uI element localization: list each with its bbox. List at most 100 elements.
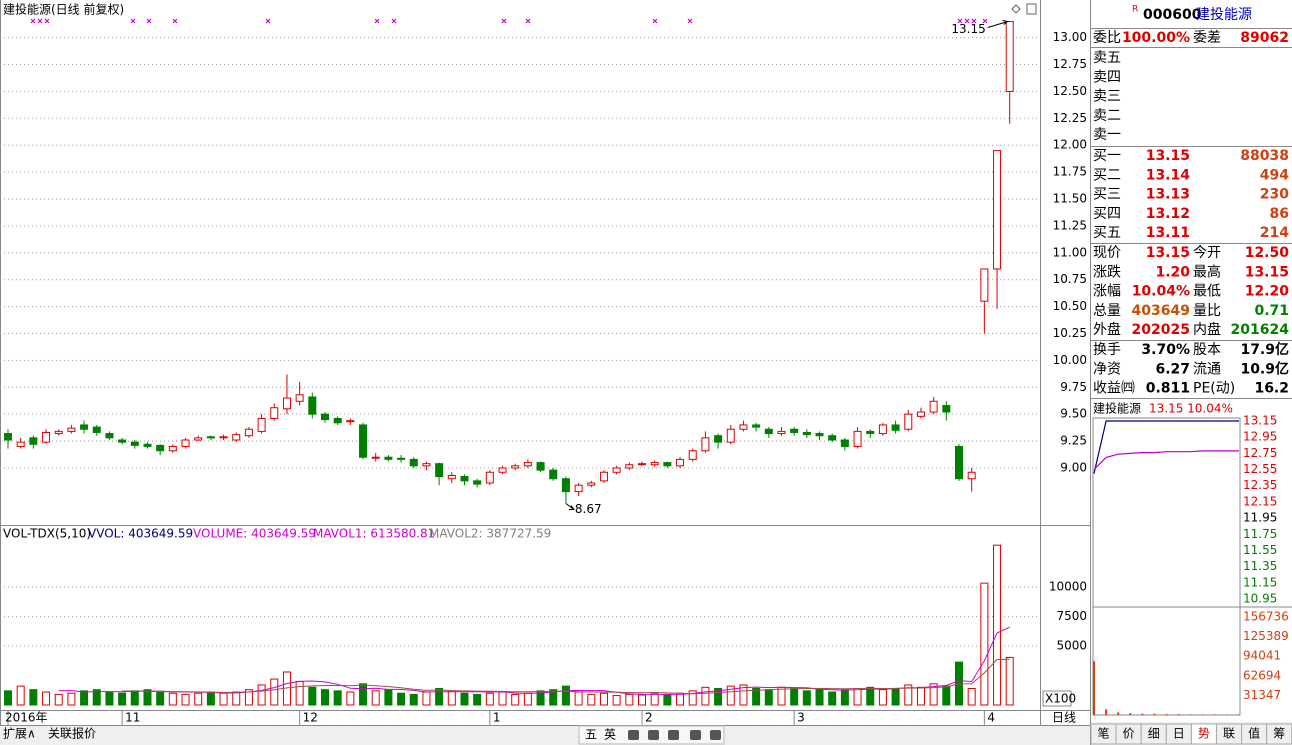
value: 流通 [1193,361,1221,377]
candle-body [574,484,583,493]
info-marker [30,18,36,24]
volume-legend: VOLUME: 403649.59 [193,527,316,541]
candle-body [764,428,773,435]
candle-body [790,428,799,433]
volume-bar [333,690,342,706]
intraday-tick-label: 12.15 [1243,494,1277,508]
volume-bar [143,689,152,706]
intraday-tick-label: 12.55 [1243,462,1277,476]
value: 86 [1270,206,1289,222]
x-tick-label: 1 [493,711,501,725]
flag: R [1132,5,1138,15]
volume-bar [4,690,12,706]
volume-bar [54,693,63,706]
value: 最高 [1193,263,1221,280]
label: 换手 [1093,341,1121,358]
volume-bar [587,693,596,706]
candle-body [714,435,723,443]
y-tick-label: 11.50 [1053,192,1087,206]
info-marker [687,18,693,24]
label: 收益㈣ [1093,381,1135,397]
tab-label[interactable]: 笔 [1097,726,1109,741]
candle-body [980,268,989,302]
info-marker [172,18,178,24]
candle-body [916,411,925,417]
volume-bar [916,686,925,706]
intraday-tick-label: 11.95 [1243,511,1277,525]
label: 总量 [1093,303,1121,319]
volume-bar [92,689,101,706]
stock-name: 建投能源 [1196,7,1252,23]
tab-label[interactable]: 势 [1198,727,1210,741]
volume-bar [549,689,558,706]
volume-bar [701,686,710,706]
volume-legend: VOL-TDX(5,10) [3,527,91,541]
tab-label[interactable]: 筹 [1273,727,1285,741]
candle-body [42,431,51,443]
bottom-tab[interactable]: 扩展∧ [3,727,36,741]
value: 88038 [1240,148,1289,164]
high-label: 13.15 [951,22,985,36]
tab-label[interactable]: 价 [1123,727,1135,741]
candle-body [371,456,380,459]
value: 403649 [1132,303,1190,319]
volume-bar [485,692,494,706]
toolbar-icon[interactable] [710,730,721,740]
value: 0.811 [1146,381,1190,397]
candle-body [726,428,735,443]
volume-bar [612,695,621,706]
volume-bar [295,680,304,706]
volume-bar [473,693,482,706]
candle-body [701,437,710,452]
candle-body [891,424,900,431]
label: 买一 [1093,148,1121,164]
x-tick-label: 4 [987,711,995,725]
candle-body [257,417,266,432]
volume-bar [790,688,799,706]
info-marker [391,18,397,24]
volume-bar [257,684,266,706]
volume-bar [523,692,532,706]
volume-bar [815,689,824,706]
candle-body [270,407,279,419]
chart-title: 建投能源(日线 前复权) [3,2,124,17]
volume-bar [828,691,837,706]
value: 13.14 [1146,167,1191,183]
volume-legend: MAVOL1: 613580.81 [313,527,435,541]
candle-body [904,413,913,430]
volume-bar [625,693,634,706]
value: 13.12 [1146,206,1190,222]
volume-bar [891,688,900,706]
toolbar-button[interactable]: 英 [604,728,616,742]
y-tick-label: 12.50 [1053,84,1087,98]
ask-label: 卖二 [1093,108,1121,124]
tab-label[interactable]: 值 [1248,726,1260,741]
toolbar-icon[interactable] [690,730,701,740]
ask-label: 卖五 [1093,50,1121,66]
bottom-tab[interactable]: 关联报价 [48,726,96,741]
candle-body [359,424,368,458]
value: 0.71 [1254,303,1289,319]
toolbar-button[interactable]: 五 [585,728,597,742]
tab-label[interactable]: 日 [1173,727,1185,741]
intraday-volume-bar [1165,714,1168,715]
tab-label[interactable]: 细 [1148,727,1160,741]
volume-bar [244,689,253,706]
volume-bar [752,688,761,706]
toolbar-icon[interactable] [668,730,679,740]
toolbar-icon[interactable] [628,730,639,740]
toolbar-icon[interactable] [648,730,659,740]
tab-label[interactable]: 联 [1223,727,1235,741]
y-tick-label: 12.00 [1053,138,1087,152]
candle-body [688,450,697,460]
intraday-volume-tick: 125389 [1243,629,1289,643]
x-tick-label: 2 [645,711,653,725]
intraday-tick-label: 11.55 [1243,543,1277,557]
volume-bar [270,678,279,706]
value: 13.15 [1146,148,1190,164]
volume-bar [409,693,418,706]
y-tick-label: 10000 [1049,580,1087,594]
candle-body [1005,21,1014,92]
ma-line [122,658,1010,695]
volume-bar [219,692,228,706]
